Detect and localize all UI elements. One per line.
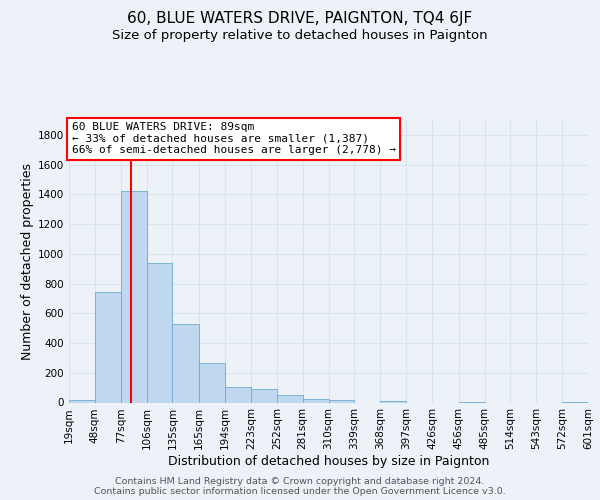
Bar <box>146 262 172 402</box>
Bar <box>277 395 302 402</box>
Bar <box>95 292 121 403</box>
Bar <box>251 389 277 402</box>
Bar <box>380 401 406 402</box>
Bar <box>172 324 199 402</box>
Bar <box>225 387 251 402</box>
Text: 60, BLUE WATERS DRIVE, PAIGNTON, TQ4 6JF: 60, BLUE WATERS DRIVE, PAIGNTON, TQ4 6JF <box>127 11 473 26</box>
X-axis label: Distribution of detached houses by size in Paignton: Distribution of detached houses by size … <box>168 455 489 468</box>
Y-axis label: Number of detached properties: Number of detached properties <box>21 163 34 360</box>
Text: Contains HM Land Registry data © Crown copyright and database right 2024.
Contai: Contains HM Land Registry data © Crown c… <box>94 476 506 496</box>
Bar <box>302 399 329 402</box>
Bar <box>329 400 355 402</box>
Bar <box>121 190 146 402</box>
Bar <box>199 363 225 403</box>
Text: Size of property relative to detached houses in Paignton: Size of property relative to detached ho… <box>112 29 488 42</box>
Bar <box>69 400 95 402</box>
Text: 60 BLUE WATERS DRIVE: 89sqm
← 33% of detached houses are smaller (1,387)
66% of : 60 BLUE WATERS DRIVE: 89sqm ← 33% of det… <box>71 122 395 156</box>
